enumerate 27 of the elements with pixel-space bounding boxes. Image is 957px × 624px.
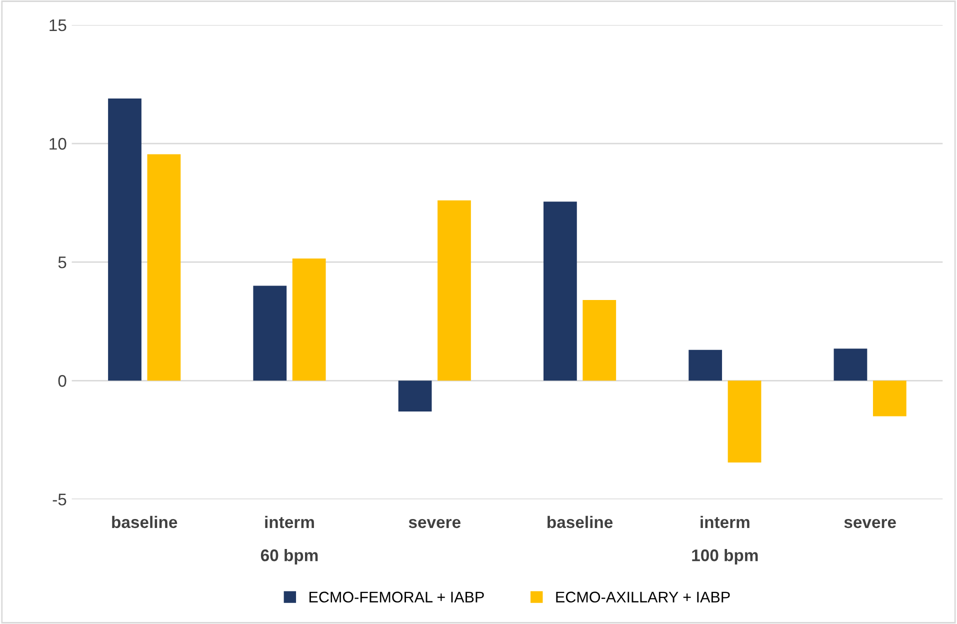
y-tick-label: -5 (52, 494, 66, 506)
bar (543, 202, 577, 381)
legend-label: ECMO-FEMORAL + IABP (310, 592, 484, 603)
legend-label: ECMO-AXILLARY + IABP (556, 592, 730, 603)
y-tick-label: 0 (58, 375, 66, 387)
y-tick-label: 5 (58, 256, 66, 268)
bar (834, 348, 868, 381)
x-tick-label: baseline (112, 516, 178, 528)
bar (438, 200, 471, 381)
text: 100 bpm (692, 548, 758, 565)
bar (292, 258, 326, 381)
bar (108, 98, 142, 381)
x-tick-label: baseline (548, 516, 613, 528)
x-tick-label: severe (408, 518, 460, 528)
bar (147, 154, 181, 381)
bar (688, 350, 722, 381)
bar (398, 380, 432, 412)
y-tick-label: 15 (50, 20, 66, 32)
y-tick-label: 10 (50, 138, 66, 150)
x-tick-label: severe (844, 518, 896, 528)
x-tick-label: interm (700, 516, 750, 528)
bar (582, 300, 616, 381)
text: 60 bpm (260, 548, 318, 565)
bar (253, 286, 287, 381)
bar (728, 380, 762, 462)
x-tick-label: interm (265, 516, 314, 528)
bar (872, 380, 906, 416)
